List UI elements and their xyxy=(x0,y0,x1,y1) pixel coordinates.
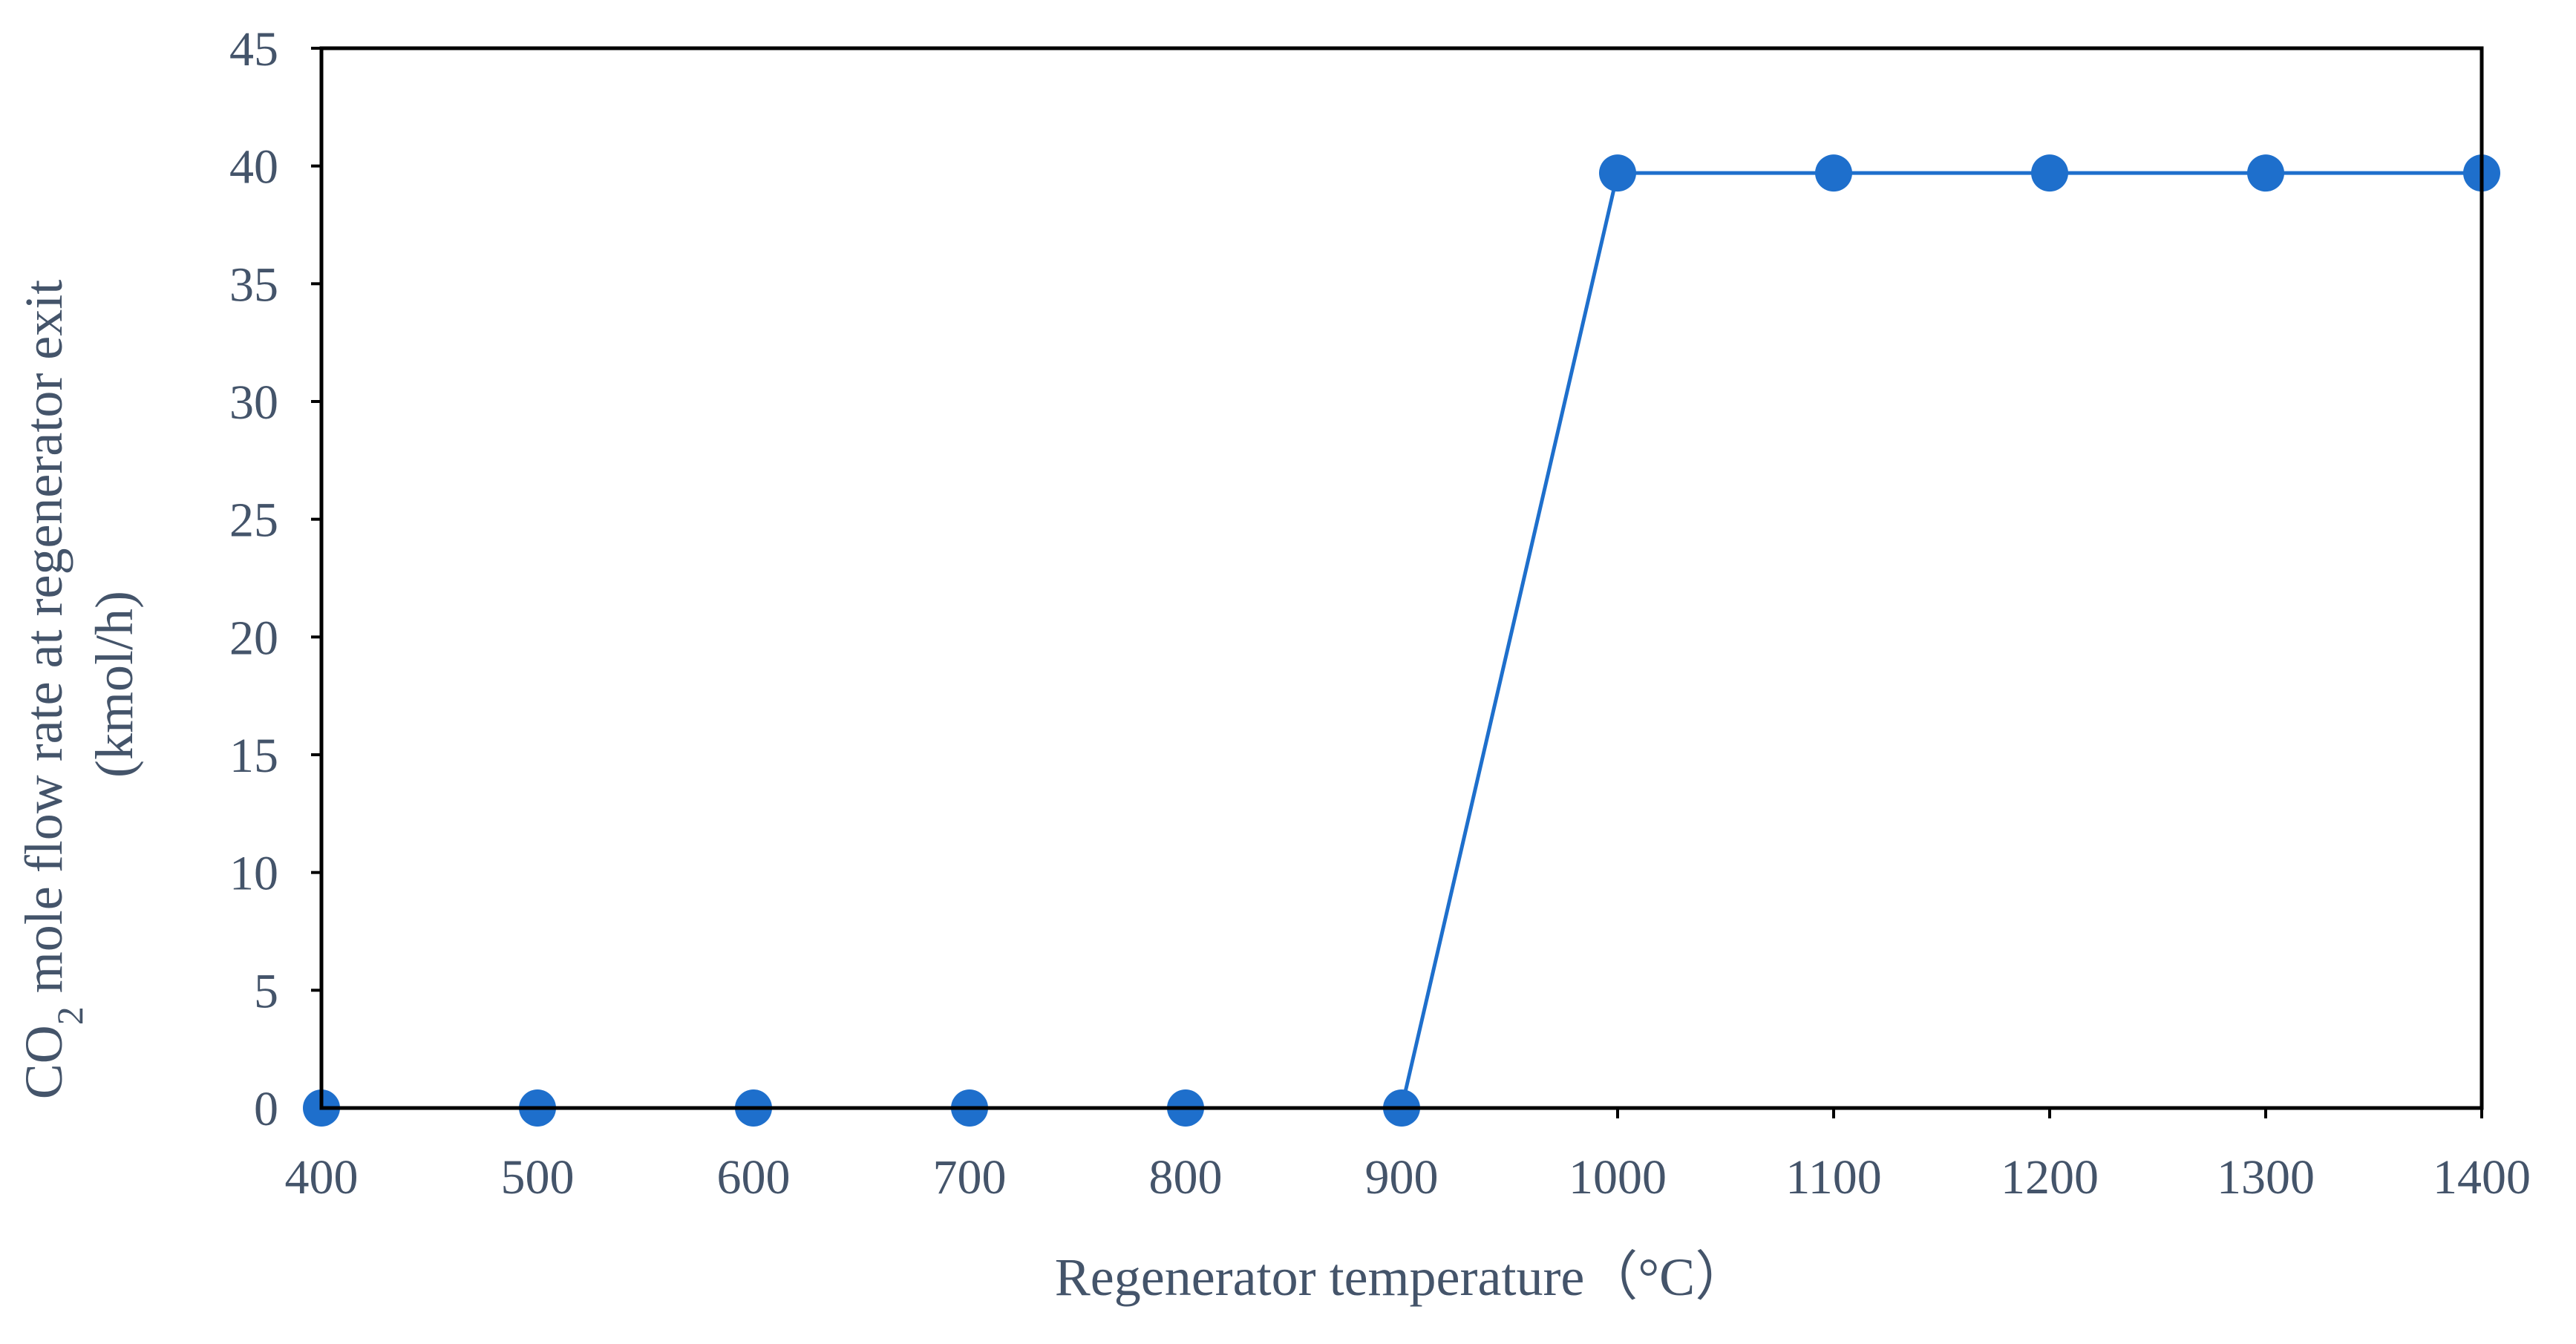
svg-text:CO2 mole flow rate at regenera: CO2 mole flow rate at regenerator exit xyxy=(14,280,91,1100)
x-axis-title: Regenerator temperature（°C） xyxy=(1055,1248,1748,1307)
x-tick-label: 500 xyxy=(501,1150,575,1204)
x-tick-label: 600 xyxy=(717,1150,791,1204)
x-tick-label: 1000 xyxy=(1569,1150,1667,1204)
x-tick-label: 1100 xyxy=(1785,1150,1882,1204)
x-tick-label: 1300 xyxy=(2217,1150,2315,1204)
y-tick-label: 40 xyxy=(229,140,278,194)
y-axis-tick-labels: 0 5 10 15 20 25 30 35 40 45 xyxy=(229,22,278,1136)
y-tick-label: 0 xyxy=(254,1082,278,1136)
svg-text:(kmol/h): (kmol/h) xyxy=(85,591,144,778)
y-tick-label: 15 xyxy=(229,729,278,783)
x-tick-label: 400 xyxy=(285,1150,359,1204)
y-tick-label: 10 xyxy=(229,847,278,901)
x-axis-tick-labels: 400 500 600 700 800 900 1000 1100 1200 1300 1400 xyxy=(285,1150,2531,1204)
y-tick-label: 5 xyxy=(254,964,278,1018)
y-axis-title-prefix: CO xyxy=(14,1025,73,1099)
data-point-marker xyxy=(1599,154,1636,192)
x-tick-label: 1400 xyxy=(2433,1150,2531,1204)
data-point-marker xyxy=(1815,154,1852,192)
x-tick-label: 900 xyxy=(1365,1150,1439,1204)
y-axis-title-unit: (kmol/h) xyxy=(85,591,144,778)
data-point-marker xyxy=(2031,154,2068,192)
y-tick-label: 25 xyxy=(229,494,278,548)
y-tick-label: 20 xyxy=(229,611,278,665)
y-tick-label: 45 xyxy=(229,22,278,76)
y-tick-label: 30 xyxy=(229,376,278,430)
data-point-marker xyxy=(2247,154,2284,192)
y-axis-title: CO2 mole flow rate at regenerator exit xyxy=(14,280,91,1100)
y-axis-title-subscript: 2 xyxy=(49,1006,91,1025)
x-tick-label: 700 xyxy=(933,1150,1007,1204)
y-tick-label: 35 xyxy=(229,258,278,312)
x-tick-label: 800 xyxy=(1149,1150,1223,1204)
y-axis-title-suffix: mole flow rate at regenerator exit xyxy=(14,280,73,1007)
x-tick-label: 1200 xyxy=(2001,1150,2099,1204)
plot-area-frame xyxy=(319,46,2484,1110)
